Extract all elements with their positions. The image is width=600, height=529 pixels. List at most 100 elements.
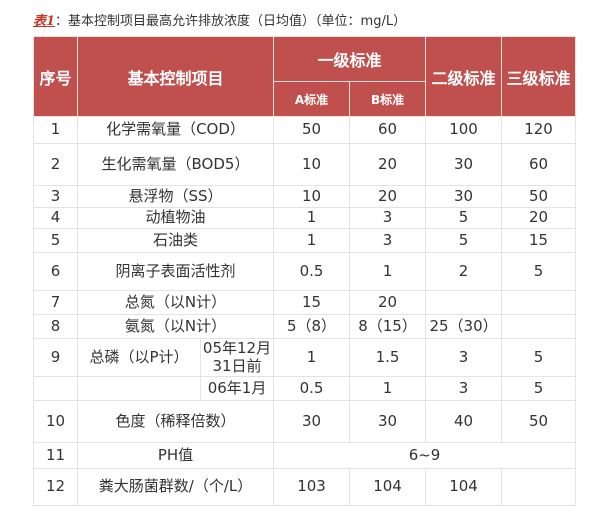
cell-grade2: 3 xyxy=(425,338,503,377)
table-row: 12 粪大肠菌群数/（个/L） 103 104 104 xyxy=(33,468,577,506)
table-row: 1 化学需氧量（COD） 50 60 100 120 xyxy=(33,116,577,144)
table-row: 06年1月 0.5 1 3 5 xyxy=(33,376,577,401)
caption-text: ：基本控制项目最高允许排放浓度（日均值）（单位：mg/L） xyxy=(55,14,407,29)
cell-grade1b: 8（15） xyxy=(349,314,427,339)
header-grade3: 三级标准 xyxy=(501,36,577,117)
cell-grade3: 50 xyxy=(501,185,577,208)
cell-no xyxy=(33,376,78,401)
cell-grade1a: 30 xyxy=(273,400,351,443)
cell-grade1b: 104 xyxy=(349,468,427,506)
cell-no: 8 xyxy=(33,314,78,339)
header-grade2: 二级标准 xyxy=(425,36,503,117)
cell-no: 10 xyxy=(33,400,78,443)
cell-grade1b: 20 xyxy=(349,143,427,186)
cell-no: 5 xyxy=(33,228,78,253)
cell-grade1a: 10 xyxy=(273,143,351,186)
cell-grade3 xyxy=(501,290,577,315)
header-grade1: 一级标准 xyxy=(273,36,427,82)
cell-no: 1 xyxy=(33,116,78,144)
cell-grade2: 30 xyxy=(425,143,503,186)
table-row: 11 PH值 6~9 xyxy=(33,442,577,469)
cell-grade3: 5 xyxy=(501,338,577,377)
cell-grade1b: 1 xyxy=(349,252,427,291)
cell-no: 3 xyxy=(33,185,78,208)
cell-no: 12 xyxy=(33,468,78,506)
cell-item: 动植物油 xyxy=(76,207,275,229)
cell-grade1a: 0.5 xyxy=(273,252,351,291)
cell-grade1b: 3 xyxy=(349,207,427,229)
cell-grade1b: 30 xyxy=(349,400,427,443)
cell-grade2: 5 xyxy=(425,207,503,229)
cell-grade3: 15 xyxy=(501,228,577,253)
cell-grade3: 120 xyxy=(501,116,577,144)
cell-item: 色度（稀释倍数） xyxy=(76,400,275,443)
cell-grade1b: 1 xyxy=(349,376,427,401)
cell-grade1b: 20 xyxy=(349,290,427,315)
cell-grade1b: 20 xyxy=(349,185,427,208)
cell-grade3 xyxy=(501,314,577,339)
cell-grade1a: 0.5 xyxy=(273,376,351,401)
cell-range: 6~9 xyxy=(273,442,577,469)
cell-grade1b: 3 xyxy=(349,228,427,253)
cell-grade3: 20 xyxy=(501,207,577,229)
cell-grade1a: 1 xyxy=(273,338,351,377)
cell-grade3 xyxy=(501,468,577,506)
header-grade1b: B标准 xyxy=(349,81,427,117)
cell-grade1b: 60 xyxy=(349,116,427,144)
cell-grade1b: 1.5 xyxy=(349,338,427,377)
header-no: 序号 xyxy=(33,36,78,117)
header-grade1a: A标准 xyxy=(273,81,351,117)
table-caption: 表1：基本控制项目最高允许排放浓度（日均值）（单位：mg/L） xyxy=(33,10,406,29)
cell-no: 6 xyxy=(33,252,78,291)
cell-no: 9 xyxy=(33,338,78,377)
cell-grade2 xyxy=(425,290,503,315)
cell-grade3: 5 xyxy=(501,376,577,401)
cell-grade1a: 50 xyxy=(273,116,351,144)
cell-grade1a: 1 xyxy=(273,228,351,253)
cell-grade2: 2 xyxy=(425,252,503,291)
table-row: 6 阴离子表面活性剂 0.5 1 2 5 xyxy=(33,252,577,291)
cell-grade1a: 103 xyxy=(273,468,351,506)
caption-tag: 表1 xyxy=(33,14,56,29)
cell-item: 化学需氧量（COD） xyxy=(76,116,275,144)
header-item: 基本控制项目 xyxy=(76,36,275,117)
cell-grade1a: 10 xyxy=(273,185,351,208)
table-row: 8 氨氮（以N计） 5（8） 8（15） 25（30） xyxy=(33,314,577,339)
cell-no: 2 xyxy=(33,143,78,186)
cell-item: 石油类 xyxy=(76,228,275,253)
cell-grade3: 5 xyxy=(501,252,577,291)
cell-period: 05年12月31日前 xyxy=(199,338,275,377)
cell-grade2: 30 xyxy=(425,185,503,208)
cell-item: 总磷（以P计） xyxy=(77,338,201,377)
table-row: 9 总磷（以P计） 05年12月31日前 1 1.5 3 5 xyxy=(33,338,577,377)
table-body: 1 化学需氧量（COD） 50 60 100 120 2 生化需氧量（BOD5） 10 20 30 6… xyxy=(33,116,577,506)
cell-item: PH值 xyxy=(76,442,275,469)
cell-item: 氨氮（以N计） xyxy=(76,314,275,339)
cell-no: 11 xyxy=(33,442,78,469)
table-row: 7 总氮（以N计） 15 20 xyxy=(33,290,577,315)
cell-item: 生化需氧量（BOD5） xyxy=(76,143,275,186)
table-row: 2 生化需氧量（BOD5） 10 20 30 60 xyxy=(33,143,577,186)
cell-item: 粪大肠菌群数/（个/L） xyxy=(76,468,275,506)
cell-grade2: 104 xyxy=(425,468,503,506)
cell-grade3: 60 xyxy=(501,143,577,186)
cell-grade2: 5 xyxy=(425,228,503,253)
cell-item xyxy=(77,376,201,401)
cell-grade2: 40 xyxy=(425,400,503,443)
cell-grade3: 50 xyxy=(501,400,577,443)
cell-no: 4 xyxy=(33,207,78,229)
cell-item: 悬浮物（SS） xyxy=(76,185,275,208)
cell-grade2: 25（30） xyxy=(425,314,503,339)
table-row: 3 悬浮物（SS） 10 20 30 50 xyxy=(33,185,577,208)
cell-grade1a: 15 xyxy=(273,290,351,315)
table-row: 10 色度（稀释倍数） 30 30 40 50 xyxy=(33,400,577,443)
standards-table: 序号 基本控制项目 一级标准 二级标准 三级标准 A标准 B标准 1 化学需氧量（… xyxy=(33,36,577,506)
cell-period: 06年1月 xyxy=(199,376,275,401)
cell-no: 7 xyxy=(33,290,78,315)
cell-grade2: 100 xyxy=(425,116,503,144)
cell-item: 阴离子表面活性剂 xyxy=(76,252,275,291)
cell-grade1a: 1 xyxy=(273,207,351,229)
cell-grade2: 3 xyxy=(425,376,503,401)
cell-item: 总氮（以N计） xyxy=(76,290,275,315)
table-row: 4 动植物油 1 3 5 20 xyxy=(33,207,577,229)
